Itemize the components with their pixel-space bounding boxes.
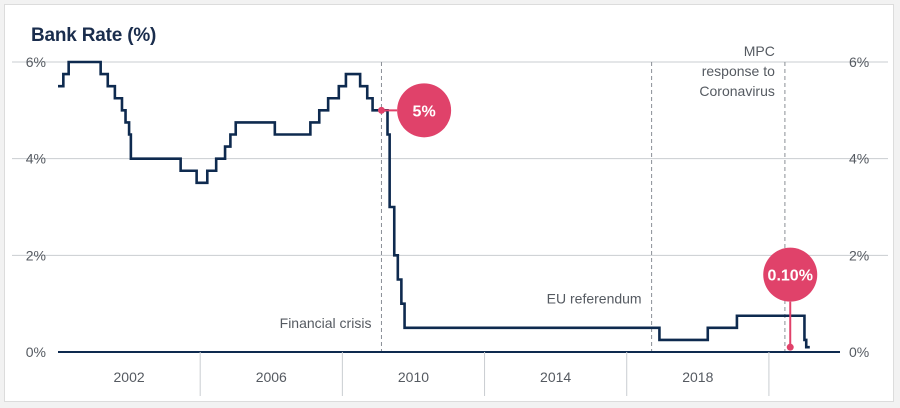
event-label: Coronavirus bbox=[699, 83, 774, 99]
callout-bubble bbox=[397, 83, 452, 138]
event-label: EU referendum bbox=[547, 291, 642, 307]
callout-label: 5% bbox=[413, 103, 436, 120]
chart-title: Bank Rate (%) bbox=[31, 25, 157, 46]
event-layer bbox=[380, 62, 786, 352]
y-tick-label-left: 6% bbox=[26, 54, 46, 70]
callout-dot bbox=[377, 106, 385, 114]
callout-label: 0.10% bbox=[768, 268, 813, 285]
label-layer: 0% 0% 2% 2% 4% 4% 6% 6% 2002 2006 2010 2014 2018 Fina… bbox=[26, 43, 869, 385]
x-tick-label: 2006 bbox=[256, 369, 287, 385]
y-tick-label-right: 2% bbox=[849, 247, 869, 263]
y-tick-label-left: 0% bbox=[26, 344, 46, 360]
x-tick-label: 2010 bbox=[398, 369, 429, 385]
callout-dot bbox=[786, 343, 794, 351]
series-layer bbox=[58, 60, 810, 349]
callout-bubble bbox=[763, 247, 818, 302]
y-tick-label-right: 0% bbox=[849, 344, 869, 360]
y-tick-label-left: 2% bbox=[26, 247, 46, 263]
event-label: Financial crisis bbox=[280, 315, 372, 331]
chart-frame: Bank Rate (%) bbox=[4, 4, 894, 402]
x-tick-label: 2002 bbox=[114, 369, 145, 385]
axis-layer bbox=[58, 351, 840, 396]
y-tick-label-left: 4% bbox=[26, 151, 46, 167]
y-tick-label-right: 6% bbox=[849, 54, 869, 70]
y-tick-label-right: 4% bbox=[849, 151, 869, 167]
x-tick-label: 2018 bbox=[682, 369, 713, 385]
callout-layer: 5% 0.10% bbox=[377, 83, 818, 351]
bank-rate-line bbox=[58, 60, 810, 349]
x-tick-label: 2014 bbox=[540, 369, 571, 385]
event-label: response to bbox=[702, 63, 775, 79]
event-label: MPC bbox=[744, 43, 775, 59]
